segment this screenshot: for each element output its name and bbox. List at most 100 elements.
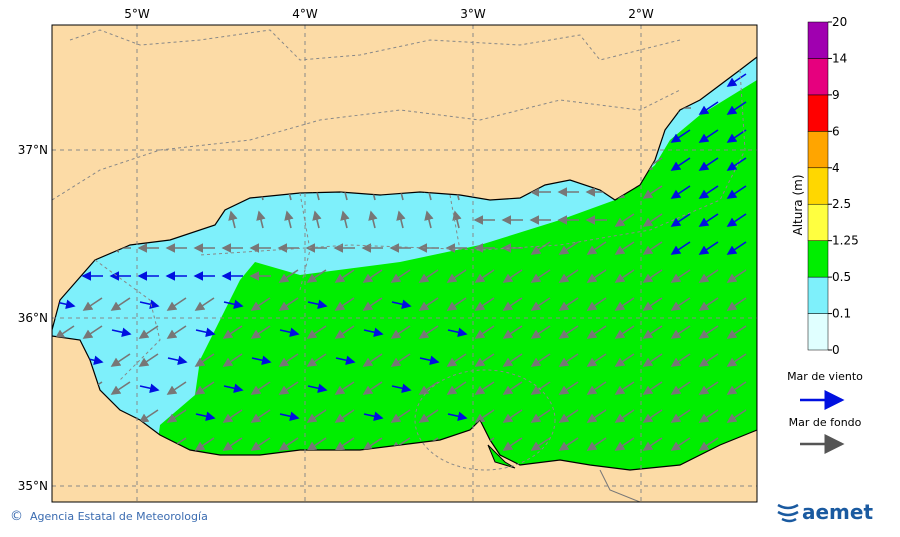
colorbar-label: 4 <box>832 161 840 175</box>
wave-arrow <box>614 325 635 339</box>
wave-arrow <box>312 210 322 229</box>
wave-arrow <box>670 297 691 311</box>
wave-arrow <box>111 327 132 337</box>
wave-arrow <box>306 409 327 423</box>
wave-arrow <box>474 297 495 311</box>
logo-text[interactable]: aemet <box>802 500 873 524</box>
wave-arrow <box>502 325 523 339</box>
wave-arrow <box>362 381 383 395</box>
wave-arrow <box>726 381 747 395</box>
wave-arrow <box>418 269 439 283</box>
wave-arrow <box>530 241 551 255</box>
colorbar: 0 0.1 0.5 1.25 2.5 4 6 9 14 20 <box>807 15 859 357</box>
colorbar-label: 20 <box>832 15 847 29</box>
wave-arrow <box>334 297 355 311</box>
lon-label: 3°W <box>460 7 486 21</box>
wave-arrow <box>166 381 187 395</box>
colorbar-title: Altura (m) <box>791 174 805 235</box>
colorbar-label: 0 <box>832 343 840 357</box>
wave-arrow <box>474 381 495 395</box>
colorbar-segment <box>807 94 829 132</box>
lat-labels: 37°N 36°N 35°N <box>18 143 48 493</box>
wave-arrow <box>698 241 719 255</box>
wave-arrow <box>698 157 719 171</box>
logo: aemet <box>777 500 873 524</box>
wave-arrow <box>82 297 103 311</box>
wave-arrow <box>278 269 299 283</box>
wave-arrow <box>698 381 719 395</box>
wave-arrow <box>726 269 747 283</box>
wave-arrow <box>642 185 663 199</box>
wave-arrow <box>256 210 266 229</box>
wave-arrow <box>166 297 187 311</box>
wave-arrow <box>586 269 607 283</box>
colorbar-segment <box>807 276 829 314</box>
legend-label: Mar de fondo <box>789 416 862 429</box>
wave-arrow <box>726 241 747 255</box>
wave-arrow <box>642 409 663 423</box>
wave-arrow <box>614 269 635 283</box>
wave-arrow <box>223 383 244 393</box>
lat-label: 35°N <box>18 479 48 493</box>
wave-arrow <box>502 269 523 283</box>
wave-arrow <box>138 353 159 367</box>
wave-arrow <box>334 381 355 395</box>
wave-arrow <box>138 325 159 339</box>
wave-arrow <box>391 299 412 309</box>
colorbar-label: 9 <box>832 88 840 102</box>
lon-label: 5°W <box>124 7 150 21</box>
wave-arrow <box>279 327 300 337</box>
wave-arrow <box>586 353 607 367</box>
wave-arrow <box>363 327 384 337</box>
wave-arrow <box>726 129 747 143</box>
wave-arrow <box>110 353 131 367</box>
wave-arrow <box>586 437 607 451</box>
wave-arrow <box>530 353 551 367</box>
wave-arrow <box>698 297 719 311</box>
wave-arrow <box>390 325 411 339</box>
wave-arrow <box>418 297 439 311</box>
wave-arrow <box>502 437 523 451</box>
wave-arrow <box>698 185 719 199</box>
colorbar-segment <box>807 167 829 205</box>
graticule <box>52 25 757 502</box>
colorbar-segment <box>807 240 829 278</box>
wave-arrow <box>614 213 635 227</box>
wave-arrow <box>222 353 243 367</box>
legend-label: Mar de viento <box>787 370 863 383</box>
wave-arrow <box>362 437 383 451</box>
wave-arrow <box>502 409 523 423</box>
wave-arrow <box>250 409 271 423</box>
wave-arrow <box>558 325 579 339</box>
wave-arrow <box>726 353 747 367</box>
wave-arrow <box>278 381 299 395</box>
wave-arrow <box>586 297 607 311</box>
wave-arrow <box>726 101 747 115</box>
wave-arrow <box>307 299 328 309</box>
colorbar-label: 2.5 <box>832 197 851 211</box>
wave-arrow <box>474 353 495 367</box>
wave-arrow <box>642 297 663 311</box>
wave-arrow <box>446 269 467 283</box>
wave-arrow <box>424 210 434 229</box>
wave-arrow <box>474 269 495 283</box>
lat-label: 37°N <box>18 143 48 157</box>
wave-arrow <box>558 269 579 283</box>
wave-arrow <box>586 241 607 255</box>
wave-arrow <box>334 437 355 451</box>
wave-arrow <box>250 437 271 451</box>
wave-arrow <box>530 437 551 451</box>
wave-arrow <box>251 355 272 365</box>
wave-arrow <box>110 297 131 311</box>
wave-arrow <box>194 353 215 367</box>
wave-arrow <box>306 353 327 367</box>
wave-arrow <box>195 411 216 421</box>
colorbar-segment <box>807 131 829 169</box>
wave-arrow <box>670 241 691 255</box>
wave-arrow <box>698 325 719 339</box>
wave-arrow <box>82 325 103 339</box>
wave-arrow <box>614 409 635 423</box>
wave-arrow <box>362 297 383 311</box>
wave-arrow <box>558 409 579 423</box>
